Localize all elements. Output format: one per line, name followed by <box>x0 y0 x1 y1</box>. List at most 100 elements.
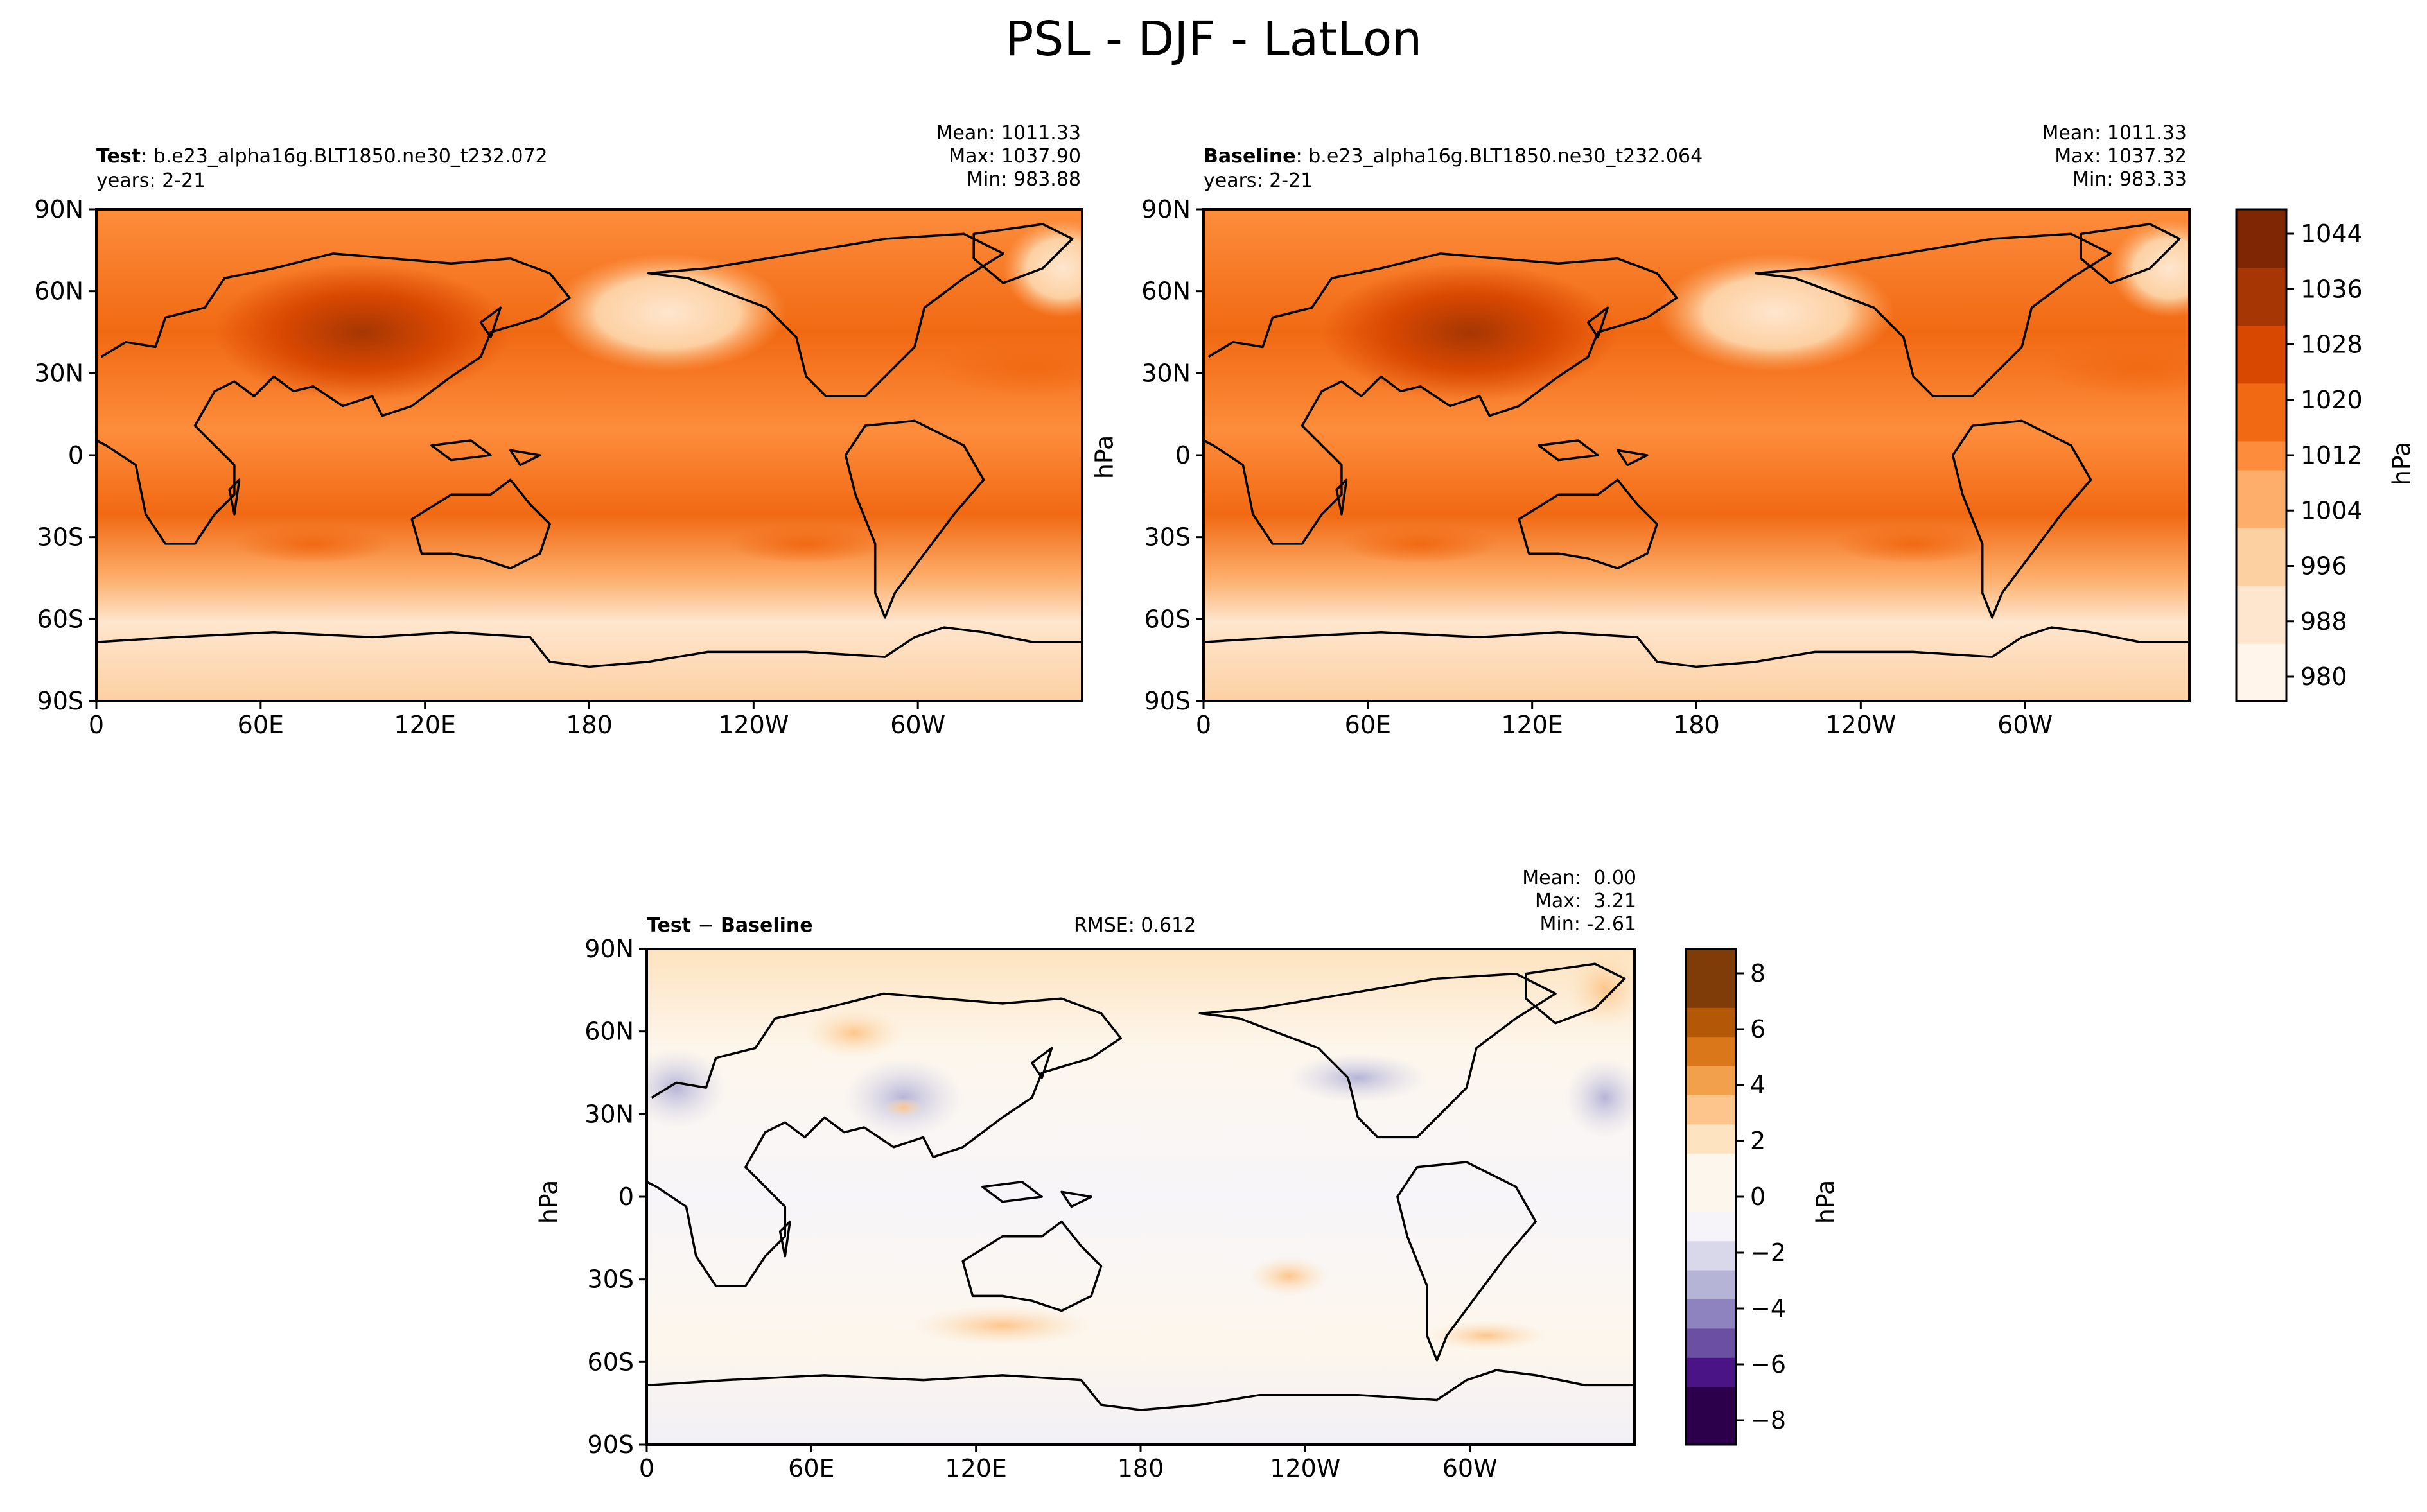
test-lon-tick-label: 120E <box>394 711 456 739</box>
diff-lat-tick-label: 90N <box>584 935 634 963</box>
baseline-coastline-0 <box>1204 252 1678 545</box>
colorbar-top-swatch <box>2236 672 2286 702</box>
test-azores-high <box>934 337 1082 397</box>
colorbar-diff-tick-label: −2 <box>1750 1238 1786 1267</box>
test-coastline-6 <box>430 306 541 467</box>
colorbar-top-tick-label: 1012 <box>2300 441 2363 469</box>
diff-lon-tick-label: 60E <box>788 1454 834 1482</box>
colorbar-top-swatch <box>2236 412 2286 442</box>
colorbar-top-tick-label: 1028 <box>2300 331 2363 359</box>
test-lat-tick-label: 90S <box>37 687 83 715</box>
colorbar-top-swatch <box>2236 643 2286 673</box>
colorbar-top-swatch <box>2236 440 2286 471</box>
diff-stats: Mean: 0.00 Max: 3.21 Min: -2.61 <box>1522 867 1636 935</box>
colorbar-top-swatch <box>2236 296 2286 326</box>
diff-lat-tick-label: 60N <box>584 1018 634 1046</box>
baseline-coastline-2 <box>1754 232 2112 397</box>
colorbar-top-swatch <box>2236 469 2286 500</box>
test-lat-tick-label: 90N <box>34 195 83 223</box>
figure-title: PSL - DJF - LatLon <box>1004 12 1423 67</box>
test-lon-tick-label: 0 <box>89 711 104 739</box>
colorbar-diff-tick-label: 8 <box>1750 959 1765 987</box>
diff-coastline-5 <box>1525 962 1626 1025</box>
colorbar-diff-swatch <box>1686 1182 1736 1212</box>
test-lon-tick-label: 180 <box>566 711 613 739</box>
diff-neg-anomaly-4 <box>1565 1057 1634 1138</box>
colorbar-top-swatch <box>2236 209 2286 239</box>
colorbar-diff-swatch <box>1686 1269 1736 1299</box>
baseline-lon-tick-label: 120E <box>1501 711 1563 739</box>
diff-label: Test − Baseline <box>647 914 813 937</box>
diff-lat-tick-label: 90S <box>588 1430 634 1459</box>
colorbar-diff-swatch <box>1686 1415 1736 1445</box>
colorbar-top-swatch <box>2236 267 2286 297</box>
colorbar-diff-swatch <box>1686 1152 1736 1183</box>
diff-coastline-2 <box>1198 972 1557 1139</box>
baseline-lat-tick-label: 90S <box>1144 687 1191 715</box>
diff-pos-anomaly-3 <box>1565 949 1634 1029</box>
test-lat-tick-label: 0 <box>68 441 83 469</box>
colorbar-diff-swatch <box>1686 1124 1736 1154</box>
baseline-aleutian-low <box>1657 253 1894 372</box>
colorbar-top-tick-label: 988 <box>2300 607 2347 636</box>
colorbar-top-swatch <box>2236 556 2286 586</box>
diff-lon-tick-label: 120W <box>1270 1454 1340 1482</box>
colorbar-diff-tick-label: 2 <box>1750 1127 1765 1155</box>
baseline-coastline-3 <box>1951 419 2092 619</box>
baseline-lon-tick-label: 60E <box>1345 711 1391 739</box>
diff-coastline-3 <box>1396 1161 1537 1362</box>
baseline-siberian-high <box>1322 263 1618 401</box>
diff-map-field <box>647 949 1634 1445</box>
baseline-azores-high <box>2041 337 2189 397</box>
test-coastline-7 <box>228 478 241 516</box>
diff-lon-tick-label: 60W <box>1442 1454 1498 1482</box>
test-label: Test: b.e23_alpha16g.BLT1850.ne30_t232.0… <box>96 145 548 168</box>
diff-lat-tick-label: 0 <box>618 1183 634 1211</box>
colorbar-top-swatch <box>2236 527 2286 557</box>
test-stats: Mean: 1011.33 Max: 1037.90 Min: 983.88 <box>936 122 1081 191</box>
colorbar-top-tick-label: 1036 <box>2300 275 2363 303</box>
colorbar-diff-swatch <box>1686 1007 1736 1038</box>
baseline-lat-tick-label: 60S <box>1144 605 1191 633</box>
diff-lat-tick-label: 30S <box>588 1265 634 1294</box>
diff-lat-tick-label: 60S <box>588 1348 634 1376</box>
colorbar-diff-swatch <box>1686 1065 1736 1096</box>
test-coastline-1 <box>410 478 551 569</box>
baseline-lat-tick-label: 30S <box>1144 523 1191 552</box>
diff-neg-anomaly-2 <box>844 1057 963 1138</box>
baseline-south-pacific-high <box>1834 524 1992 564</box>
colorbar-diff-tick-label: −8 <box>1750 1406 1786 1434</box>
test-lon-tick-label: 60E <box>238 711 284 739</box>
baseline-coastline-7 <box>1335 478 1348 516</box>
diff-pos-anomaly-1 <box>805 1008 904 1058</box>
baseline-lat-tick-label: 90N <box>1141 195 1191 223</box>
test-coastline-3 <box>844 419 985 619</box>
diff-lon-tick-label: 180 <box>1117 1454 1164 1482</box>
test-siberian-high <box>215 263 511 401</box>
baseline-lon-tick-label: 120W <box>1825 711 1896 739</box>
diff-coastline-1 <box>961 1220 1103 1312</box>
colorbar-diff-swatch <box>1686 1211 1736 1242</box>
test-lat-tick-label: 60S <box>37 605 83 633</box>
colorbar-diff-swatch <box>1686 1095 1736 1125</box>
baseline-lat-tick-label: 30N <box>1141 359 1191 387</box>
test-lat-tick-label: 30S <box>37 523 83 552</box>
colorbar-top-swatch <box>2236 498 2286 528</box>
colorbar-diff-tick-label: −4 <box>1750 1294 1786 1323</box>
diff-pos-anomaly-4 <box>913 1305 1092 1346</box>
colorbar-top-swatch <box>2236 325 2286 355</box>
colorbar-diff-swatch <box>1686 1328 1736 1358</box>
diff-rmse: RMSE: 0.612 <box>1074 914 1196 937</box>
diff-lon-tick-label: 120E <box>945 1454 1007 1482</box>
baseline-map-field <box>1204 209 2189 701</box>
colorbar-diff-swatch <box>1686 1298 1736 1329</box>
colorbar-top-swatch <box>2236 383 2286 413</box>
diff-pos-anomaly-6 <box>1427 1321 1546 1351</box>
colorbar-diff-swatch <box>1686 978 1736 1008</box>
diff-coastline-0 <box>647 992 1122 1287</box>
test-south-indian-high <box>234 524 392 564</box>
diff-coastline-7 <box>778 1220 791 1258</box>
colorbar-top-tick-label: 996 <box>2300 552 2347 580</box>
baseline-lon-tick-label: 0 <box>1196 711 1211 739</box>
